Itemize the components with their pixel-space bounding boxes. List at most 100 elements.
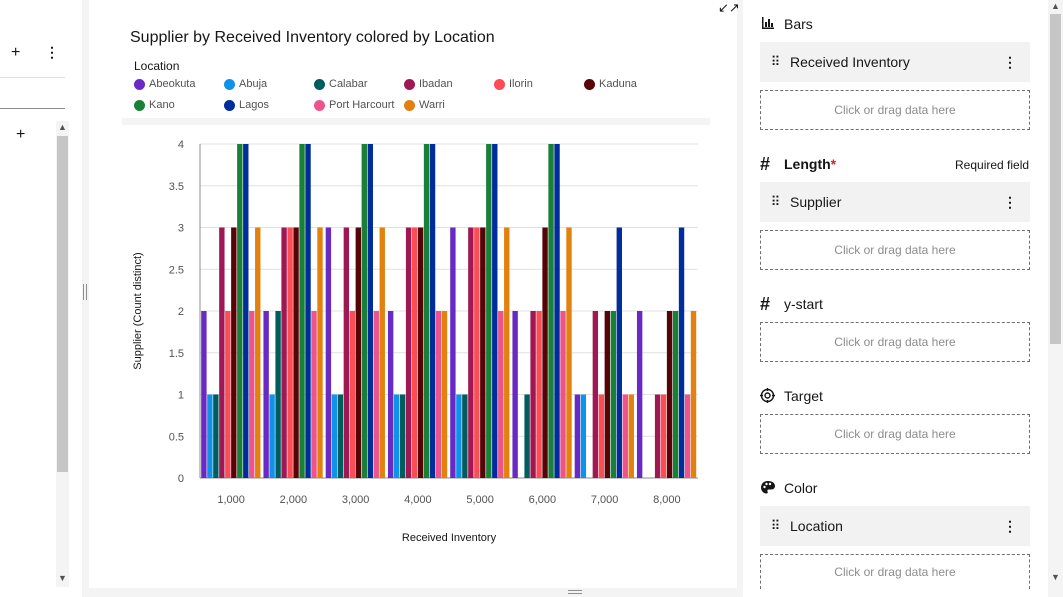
y-tick-label: 3.5 (169, 181, 184, 193)
add-icon[interactable]: + (11, 44, 21, 61)
left-splitter[interactable] (82, 0, 89, 597)
legend-label: Ilorin (509, 78, 533, 90)
bars-drop-zone[interactable]: Click or drag data here (760, 90, 1030, 130)
color-drop-zone[interactable]: Click or drag data here (760, 554, 1030, 589)
drag-handle-icon[interactable]: ⠿ (770, 518, 781, 533)
bar (317, 227, 323, 478)
bottom-splitter[interactable] (89, 588, 737, 597)
length-drop-zone[interactable]: Click or drag data here (760, 230, 1030, 270)
bar-chart[interactable]: 0 0.5 1 1.5 2 2.5 3 3.5 4 1,000 2,000 3,000 4,000 5,0… (120, 118, 720, 558)
bar (207, 394, 213, 478)
legend-item[interactable]: Warri (404, 99, 445, 111)
x-tick-label: 2,000 (280, 494, 308, 506)
legend-item[interactable]: Calabar (314, 78, 368, 90)
legend-item[interactable]: Abeokuta (134, 78, 195, 90)
legend-item[interactable]: Abuja (224, 78, 267, 90)
bar (530, 311, 536, 478)
bar (678, 227, 685, 478)
legend-item[interactable]: Lagos (224, 99, 269, 111)
target-icon (760, 388, 775, 403)
legend-swatch (404, 99, 415, 111)
legend-item[interactable]: Ibadan (404, 78, 453, 90)
bars-field-name: Received Inventory (790, 54, 910, 70)
left-scrollbar-thumb[interactable] (57, 136, 68, 472)
left-search-field[interactable] (0, 77, 65, 109)
overflow-menu-icon[interactable]: ⋮ (1003, 193, 1017, 210)
bar (566, 227, 572, 478)
bar (580, 394, 587, 478)
y-tick-label: 3 (178, 223, 184, 235)
length-field-pill[interactable]: ⠿ Supplier ⋮ (760, 182, 1030, 222)
bar (231, 227, 237, 478)
bar (225, 311, 231, 478)
right-scrollbar-thumb[interactable] (1050, 14, 1061, 344)
bar (616, 227, 622, 478)
drag-handle-icon[interactable]: ⠿ (770, 54, 781, 69)
target-drop-zone[interactable]: Click or drag data here (760, 414, 1030, 454)
target-section-label: Target (784, 388, 823, 404)
legend-label: Calabar (329, 78, 368, 90)
bar (387, 311, 394, 478)
add-icon[interactable]: + (16, 126, 26, 143)
bar (349, 311, 356, 478)
collapse-icon[interactable]: ↙↗ (718, 0, 740, 15)
bar (275, 311, 281, 478)
right-splitter[interactable] (737, 0, 743, 597)
bar (337, 394, 344, 478)
bar (379, 227, 385, 478)
bar (373, 311, 379, 478)
bar (393, 394, 400, 478)
bar (486, 144, 492, 478)
x-tick-label: 1,000 (217, 494, 245, 506)
properties-panel (743, 0, 1048, 597)
bar (512, 311, 518, 478)
scroll-down-icon[interactable]: ▼ (1051, 572, 1060, 582)
scroll-up-icon[interactable]: ▲ (58, 122, 67, 132)
bar (423, 144, 430, 478)
bar (399, 394, 406, 478)
legend-swatch (134, 99, 145, 111)
overflow-menu-icon[interactable]: ⋮ (1003, 53, 1017, 70)
length-section-label: Length* (784, 156, 837, 172)
color-field-pill[interactable]: ⠿ Location ⋮ (760, 506, 1030, 546)
bar (287, 227, 293, 478)
drag-handle-icon[interactable]: ⠿ (770, 194, 781, 209)
bar (343, 227, 350, 478)
required-field-text: Required field (955, 158, 1030, 172)
legend-swatch (314, 99, 325, 111)
bars-field-pill[interactable]: ⠿ Received Inventory ⋮ (760, 42, 1030, 82)
overflow-menu-icon[interactable]: ⋮ (1003, 517, 1017, 534)
overflow-menu-icon[interactable]: ⋮ (45, 44, 59, 60)
chart-title: Supplier by Received Inventory colored b… (130, 29, 495, 46)
ystart-drop-zone[interactable]: Click or drag data here (760, 322, 1030, 362)
bar (592, 311, 599, 478)
bar (305, 144, 311, 478)
chart-legend: Abeokuta Abuja Calabar Ibadan Ilorin Kaduna Ka… (134, 78, 694, 114)
legend-swatch (314, 78, 325, 90)
y-tick-label: 1 (178, 390, 184, 402)
bar (355, 227, 362, 478)
palette-icon (761, 481, 775, 494)
bar (524, 394, 530, 478)
legend-item[interactable]: Kaduna (584, 78, 637, 90)
legend-swatch (224, 78, 235, 90)
legend-swatch (134, 78, 145, 90)
x-tick-label: 8,000 (653, 494, 681, 506)
legend-label: Port Harcourt (329, 99, 395, 111)
bar (604, 311, 611, 478)
length-field-name: Supplier (790, 194, 842, 210)
scroll-down-icon[interactable]: ▼ (58, 573, 67, 583)
bar (361, 144, 367, 478)
bar (281, 227, 287, 478)
bar (498, 311, 504, 478)
bar (249, 311, 255, 478)
legend-item[interactable]: Port Harcourt (314, 99, 394, 111)
bar (598, 394, 605, 478)
bar (690, 311, 697, 478)
legend-item[interactable]: Kano (134, 99, 175, 111)
bar (548, 144, 554, 478)
scroll-up-icon[interactable]: ▲ (1051, 1, 1060, 11)
legend-item[interactable]: Ilorin (494, 78, 533, 90)
x-tick-label: 6,000 (529, 494, 557, 506)
bar (504, 227, 510, 478)
